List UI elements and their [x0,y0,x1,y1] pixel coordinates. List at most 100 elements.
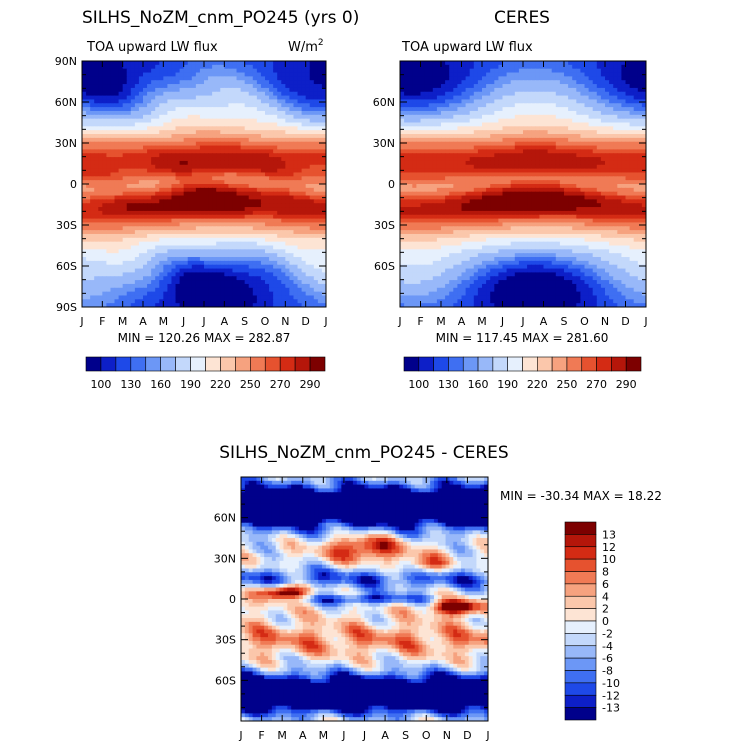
field-cell [498,84,504,89]
field-cell [289,191,295,197]
field-cell [138,122,144,127]
field-cell [297,84,303,89]
field-cell [208,264,213,270]
field-cell [102,218,107,224]
field-cell [293,118,299,124]
field-cell [240,118,246,124]
field-cell [102,230,107,235]
field-cell [212,283,217,289]
field-cell [147,149,152,154]
field-cell [256,222,262,227]
field-cell [167,276,173,281]
field-cell [159,207,164,212]
field-cell [118,230,124,235]
field-cell [147,276,152,281]
field-cell [293,276,299,281]
field-cell [265,160,270,166]
field-cell [260,172,266,177]
field-cell [551,80,557,85]
field-cell [453,114,458,120]
field-cell [191,264,197,270]
field-cell [134,203,140,208]
field-cell [195,118,201,124]
field-cell [151,291,156,297]
field-cell [313,253,319,258]
field-cell [143,99,148,104]
field-cell [191,260,197,266]
field-cell [313,299,319,304]
field-cell [592,110,598,116]
field-cell [118,180,124,185]
field-cell [86,226,91,231]
field-cell [151,95,156,101]
field-cell [293,64,299,70]
field-cell [122,295,128,300]
field-cell [126,233,132,239]
field-cell [183,157,189,162]
field-cell [321,141,326,147]
field-cell [130,76,136,81]
field-cell [514,87,520,93]
field-cell [301,99,307,104]
field-cell [110,280,116,285]
field-cell [473,103,479,108]
field-cell [313,145,319,150]
field-cell [625,118,631,124]
field-cell [114,249,120,254]
field-cell [265,222,270,227]
field-cell [134,295,140,300]
field-cell [208,176,213,181]
field-cell [273,230,278,235]
field-cell [490,118,495,124]
field-cell [171,95,177,101]
colorbar-swatch [130,356,147,372]
field-cell [183,176,189,181]
field-cell [473,87,479,93]
field-cell [159,295,164,300]
field-cell [555,68,561,74]
field-cell [293,264,299,270]
field-cell [175,187,181,193]
field-cell [236,72,242,77]
y-tick-label: 90S [56,301,77,314]
field-cell [220,218,225,224]
field-cell [90,291,95,297]
field-cell [126,264,132,270]
field-cell [94,207,99,212]
field-cell [313,172,319,177]
field-cell [147,122,152,127]
field-cell [90,118,95,124]
field-cell [281,184,286,189]
field-cell [102,134,107,139]
field-cell [236,241,242,247]
field-cell [309,283,315,289]
field-cell [408,126,413,131]
field-cell [86,257,91,262]
field-cell [82,226,87,231]
field-cell [147,95,152,101]
field-cell [400,64,405,70]
field-cell [461,64,467,70]
field-cell [220,157,225,162]
field-cell [94,168,99,174]
colorbar-swatch [235,356,251,372]
field-cell [285,172,290,177]
field-cell [110,191,116,197]
field-cell [523,61,528,66]
field-cell [216,134,221,139]
field-cell [273,72,278,77]
field-cell [564,87,569,93]
field-cell [151,153,156,158]
field-cell [469,126,475,131]
field-cell [273,291,278,297]
field-cell [208,276,213,281]
field-cell [228,195,234,200]
field-cell [224,137,229,143]
field-cell [457,118,463,124]
field-cell [482,64,487,70]
field-cell [94,303,99,307]
field-cell [102,114,107,120]
field-cell [252,287,258,293]
field-cell [155,87,160,93]
field-cell [420,91,426,97]
